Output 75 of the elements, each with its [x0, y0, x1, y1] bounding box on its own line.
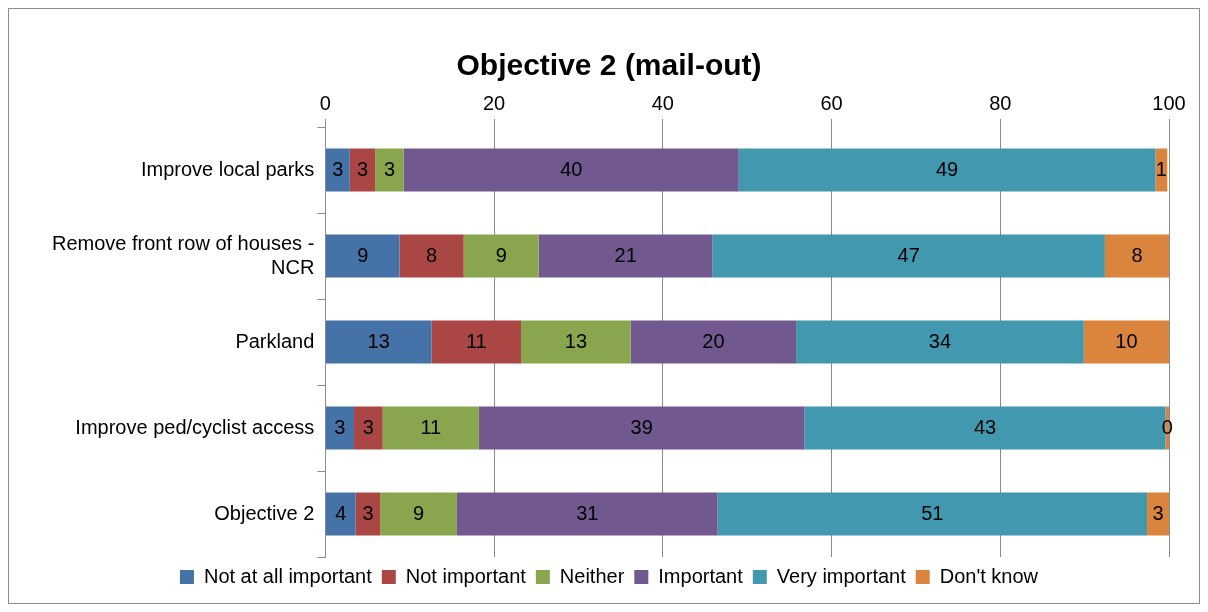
bar — [354, 406, 383, 450]
chart-title: Objective 2 (mail-out) — [456, 48, 762, 82]
bar — [521, 320, 631, 364]
data-label: 49 — [935, 157, 959, 180]
data-label: 11 — [465, 329, 487, 352]
x-tick-label: 0 — [319, 91, 331, 114]
bar — [375, 148, 404, 192]
bar — [630, 320, 797, 364]
data-label: 0 — [1161, 415, 1173, 438]
data-label: 40 — [560, 157, 583, 180]
bar — [355, 492, 381, 536]
data-label: 3 — [356, 157, 369, 180]
data-label: 9 — [495, 243, 507, 266]
bar — [1147, 492, 1169, 536]
legend-label: Neither — [559, 564, 625, 587]
bar — [325, 406, 355, 450]
data-label: 51 — [921, 501, 944, 524]
bar — [431, 320, 522, 364]
bar — [382, 406, 479, 450]
data-label: 9 — [357, 243, 369, 266]
legend-label: Don't know — [939, 564, 1039, 587]
data-label: 43 — [973, 415, 997, 438]
y-tick-label: Parkland — [235, 329, 315, 352]
data-label: 1 — [1155, 157, 1167, 180]
x-tick-label: 80 — [989, 91, 1012, 114]
bar — [325, 492, 356, 536]
bar — [325, 234, 400, 278]
data-label: 47 — [897, 243, 920, 266]
bar — [403, 148, 739, 192]
bar — [325, 148, 350, 192]
data-label: 3 — [1152, 501, 1164, 524]
bar — [478, 406, 805, 450]
data-label: 31 — [576, 501, 599, 524]
bar — [380, 492, 457, 536]
x-tick-label: 20 — [482, 91, 506, 114]
data-label: 4 — [335, 501, 347, 524]
data-label: 13 — [367, 329, 390, 352]
data-label: 39 — [630, 415, 653, 438]
data-label: 3 — [334, 415, 346, 438]
data-label: 3 — [383, 157, 396, 180]
data-label: 9 — [413, 501, 425, 524]
bar — [325, 320, 432, 364]
bar — [712, 234, 1105, 278]
bar — [796, 320, 1084, 364]
data-label: 20 — [702, 329, 725, 352]
x-tick-label: 60 — [820, 91, 843, 114]
data-label: 3 — [362, 415, 374, 438]
y-tick-label: Improve ped/cyclist access — [75, 415, 315, 438]
legend-label: Very important — [776, 564, 907, 587]
legend-label: Important — [658, 564, 744, 587]
bar — [1083, 320, 1169, 364]
data-label: 8 — [1131, 243, 1143, 266]
data-label: 10 — [1115, 329, 1138, 352]
bar — [738, 148, 1156, 192]
data-label: 3 — [332, 157, 344, 180]
data-label: 11 — [420, 415, 442, 438]
data-label: 21 — [614, 243, 637, 266]
x-tick-label: 100 — [1152, 91, 1186, 114]
legend-label: Not important — [405, 564, 527, 587]
y-tick-label: Objective 2 — [214, 501, 315, 524]
data-label: 3 — [362, 501, 374, 524]
data-label: 13 — [564, 329, 588, 352]
legend-label: Not at all important — [203, 564, 373, 587]
x-tick-label: 40 — [651, 91, 674, 114]
bar — [1104, 234, 1169, 278]
data-label: 8 — [426, 243, 438, 266]
bar — [538, 234, 713, 278]
bar — [463, 234, 539, 278]
data-label: 34 — [928, 329, 952, 352]
y-tick-label: Remove front row of houses - NCR — [51, 231, 315, 278]
bar — [456, 492, 718, 536]
y-tick-label: Improve local parks — [140, 157, 315, 180]
bar — [717, 492, 1148, 536]
bar — [349, 148, 376, 192]
bar — [399, 234, 464, 278]
